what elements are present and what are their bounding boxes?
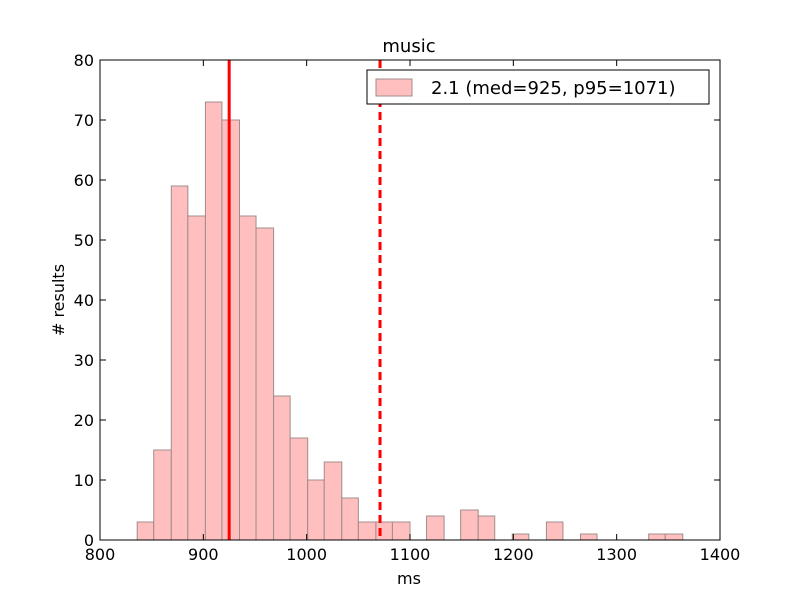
histogram-bar	[477, 515, 496, 541]
histogram-bar	[426, 515, 445, 541]
y-tick-label: 50	[74, 231, 94, 250]
x-axis-ticks: 800 900 1000 1100 1200 1300 1400	[85, 60, 741, 564]
histogram-bar	[511, 533, 530, 541]
x-axis-label: ms	[397, 569, 421, 588]
y-axis-ticks: 0 10 20 30 40 50 60 70 80	[74, 51, 720, 550]
histogram-bar	[545, 521, 564, 541]
reference-lines	[227, 60, 382, 540]
histogram-bar	[136, 521, 155, 541]
y-tick-label: 60	[74, 171, 94, 190]
histogram-bar	[375, 521, 393, 541]
histogram-bar	[307, 479, 325, 541]
x-tick-label: 1400	[700, 545, 741, 564]
histogram-bar	[221, 119, 240, 541]
legend-swatch	[375, 78, 413, 97]
histogram-bar	[187, 215, 206, 541]
x-tick-label: 1000	[286, 545, 327, 564]
histogram-bar	[323, 461, 343, 541]
y-tick-label: 20	[74, 411, 94, 430]
x-tick-label: 1100	[390, 545, 431, 564]
histogram-bar	[273, 395, 291, 541]
y-axis-label: # results	[49, 264, 68, 336]
histogram-bar	[153, 449, 172, 541]
x-tick-label: 800	[85, 545, 116, 564]
histogram-bar	[580, 533, 598, 541]
y-tick-label: 40	[74, 291, 94, 310]
legend-box	[366, 69, 710, 105]
y-tick-label: 80	[74, 51, 94, 70]
histogram-bar	[357, 521, 377, 541]
histogram-bar	[255, 227, 275, 541]
x-tick-label: 1200	[493, 545, 534, 564]
y-tick-label: 70	[74, 111, 94, 130]
legend-label: 2.1 (med=925, p95=1071)	[431, 78, 676, 99]
histogram-bar	[170, 185, 189, 541]
x-tick-label: 1300	[596, 545, 637, 564]
histogram-bar	[648, 533, 666, 541]
x-tick-label: 900	[188, 545, 219, 564]
y-tick-label: 10	[74, 471, 94, 490]
histogram-bars	[136, 101, 684, 541]
histogram-bar	[239, 215, 257, 541]
y-tick-label: 0	[84, 531, 94, 550]
histogram-bar	[289, 437, 309, 541]
histogram-bar	[460, 509, 479, 541]
histogram-bar	[341, 497, 359, 541]
legend: 2.1 (med=925, p95=1071)	[366, 69, 710, 105]
chart-title: music	[382, 36, 435, 57]
histogram-bar	[664, 533, 684, 541]
histogram-bar	[204, 101, 223, 541]
histogram-bar	[391, 521, 411, 541]
y-tick-label: 30	[74, 351, 94, 370]
